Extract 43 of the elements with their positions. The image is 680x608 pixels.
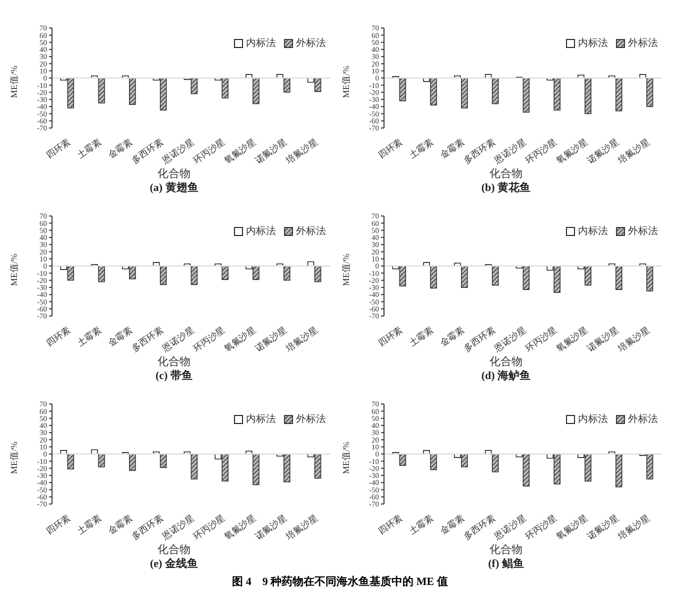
caption: 图 4 9 种药物在不同海水鱼基质中的 ME 值	[231, 574, 449, 589]
x-axis-title: 化合物	[488, 168, 524, 181]
text: (e) 金线鱼	[149, 557, 199, 571]
x-tick-label: 土霉素	[407, 512, 436, 536]
legend-label: 外标法	[296, 412, 326, 426]
text: (f) 鲳鱼	[487, 557, 525, 571]
y-axis-title: ME值/%	[341, 253, 352, 286]
y-axis-title: ME值/%	[9, 441, 20, 474]
x-tick-label: 四环素	[376, 324, 404, 348]
legend-label: 内标法	[246, 412, 276, 426]
x-tick-label: 四环素	[44, 324, 72, 348]
text: (a) 黄翅鱼	[148, 181, 200, 195]
legend-label: 外标法	[628, 412, 658, 426]
legend-label: 外标法	[296, 224, 326, 238]
x-tick-label: 四环素	[376, 512, 404, 536]
legend-label: 内标法	[578, 36, 608, 50]
x-axis-title: 化合物	[488, 544, 524, 557]
x-axis-title: 化合物	[156, 544, 192, 557]
legend-label: 内标法	[246, 36, 276, 50]
y-axis-title: ME值/%	[9, 65, 20, 98]
y-axis-title: ME值/%	[341, 65, 352, 98]
x-tick-label: 土霉素	[407, 324, 436, 348]
x-axis-title: 化合物	[156, 168, 192, 181]
legend-label: 外标法	[296, 36, 326, 50]
x-tick-label: 四环素	[44, 512, 72, 536]
y-axis-title: ME值/%	[9, 253, 20, 286]
y-axis-title: ME值/%	[341, 441, 352, 474]
text: (b) 黄花鱼	[480, 181, 532, 195]
x-tick-label: 土霉素	[75, 324, 104, 348]
legend-label: 外标法	[628, 224, 658, 238]
x-axis-title: 化合物	[156, 356, 192, 369]
legend-label: 内标法	[578, 224, 608, 238]
legend-label: 内标法	[246, 224, 276, 238]
text: (c) 带鱼	[154, 369, 194, 383]
legend-label: 内标法	[578, 412, 608, 426]
x-tick-label: 四环素	[376, 136, 404, 160]
x-tick-label: 土霉素	[75, 136, 104, 160]
x-tick-label: 土霉素	[407, 136, 436, 160]
text: (d) 海鲈鱼	[480, 369, 532, 383]
x-tick-label: 土霉素	[75, 512, 104, 536]
x-axis-title: 化合物	[488, 356, 524, 369]
x-tick-label: 四环素	[44, 136, 72, 160]
legend-label: 外标法	[628, 36, 658, 50]
